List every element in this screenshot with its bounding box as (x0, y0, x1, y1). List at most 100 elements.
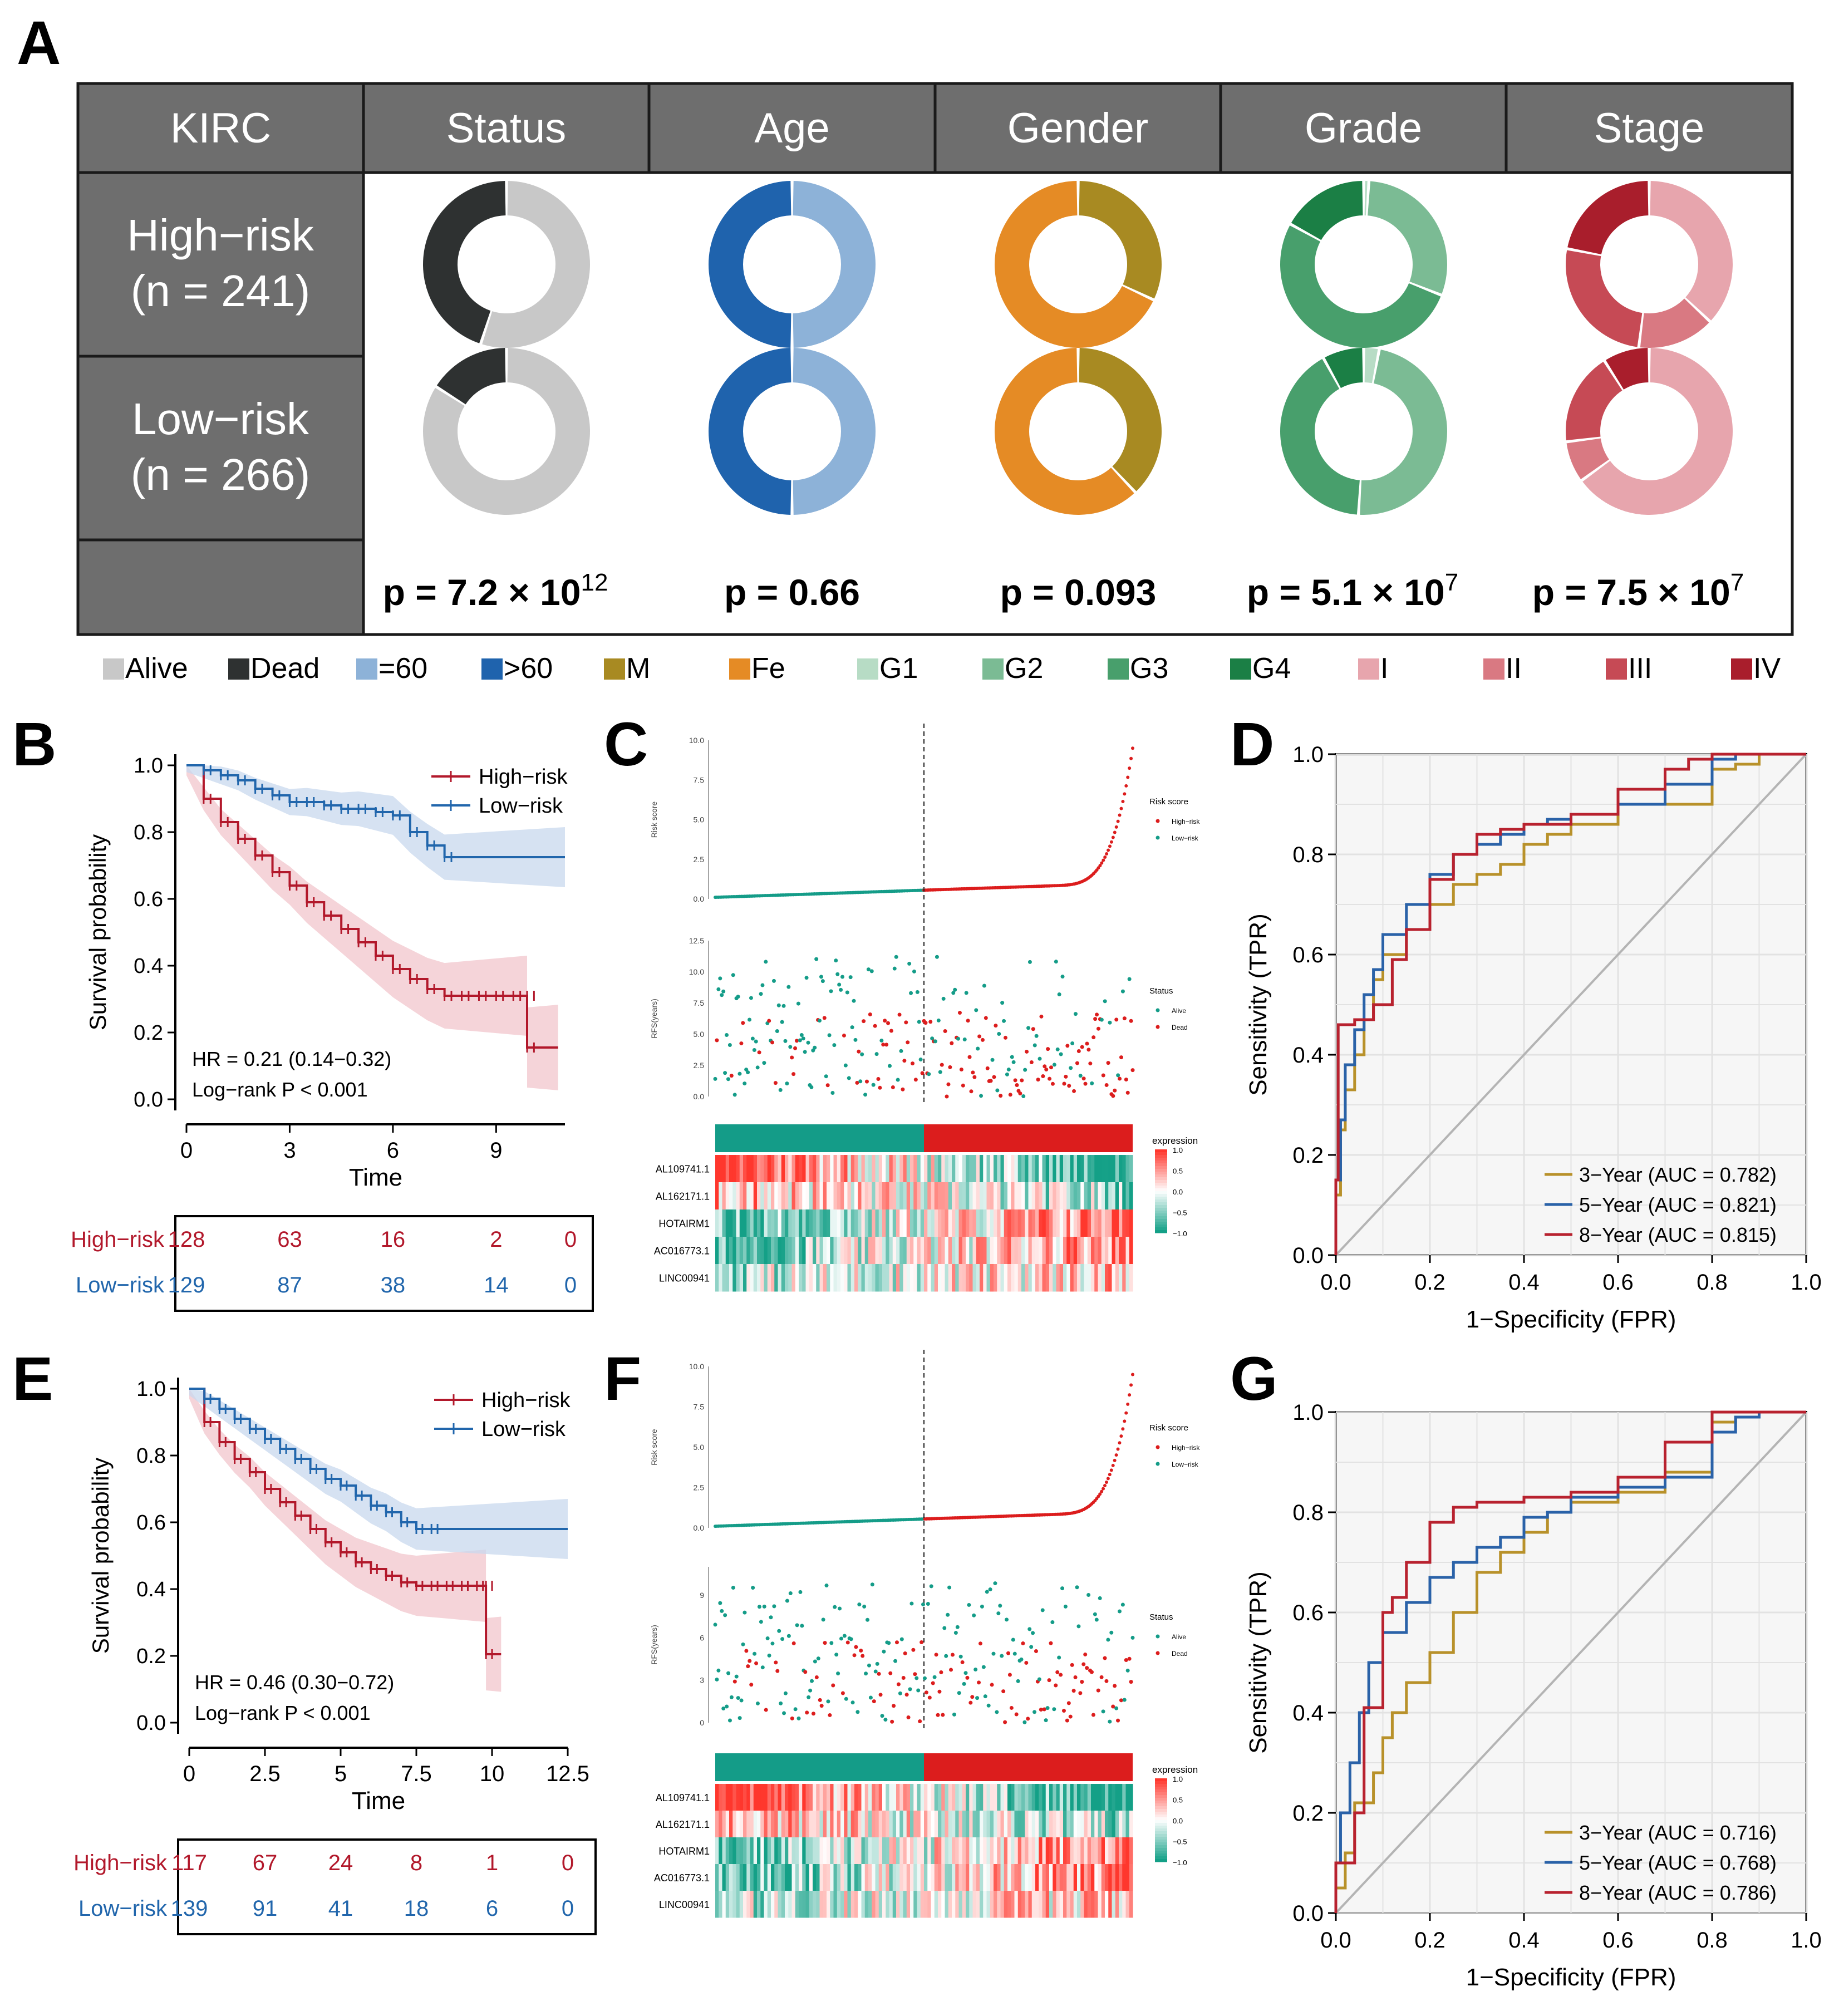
heatmap-cell (781, 1209, 785, 1237)
heatmap-cell (1011, 1264, 1015, 1292)
heatmap-cell (1119, 1209, 1123, 1237)
heatmap-cell (920, 1811, 925, 1838)
header-cell (362, 82, 651, 174)
heatmap-cell (781, 1891, 785, 1918)
rfs-point (978, 1641, 982, 1646)
header-cell (1219, 82, 1508, 174)
heatmap-cell (791, 1237, 796, 1265)
heatmap-cell (1017, 1891, 1022, 1918)
legend-label: High−risk (479, 765, 568, 789)
heatmap-cell (958, 1155, 963, 1183)
rfs-y-tick: 9 (700, 1591, 704, 1600)
x-tick-label: 2.5 (249, 1762, 281, 1786)
heatmap-cell (788, 1864, 793, 1891)
rfs-point (1127, 1656, 1132, 1661)
header-label: KIRC (170, 105, 272, 152)
heatmap-cell (913, 1837, 918, 1865)
heatmap-cell (788, 1837, 793, 1865)
p-value-text: p = 0.093 (1000, 572, 1157, 613)
heatmap-cell (854, 1784, 858, 1811)
heatmap-cell (872, 1182, 876, 1210)
heatmap-cell (791, 1864, 796, 1891)
heatmap-cell (739, 1237, 744, 1265)
row-label: (n = 241) (131, 266, 310, 316)
heatmap-cell (774, 1182, 779, 1210)
legend-dot (1156, 819, 1160, 823)
rfs-point (876, 1076, 881, 1081)
heatmap-cell (1004, 1155, 1008, 1183)
legend-dot (1156, 1651, 1160, 1655)
heatmap-cell (1125, 1864, 1130, 1891)
y-tick-label: 0.6 (134, 888, 163, 911)
heatmap-cell (980, 1837, 984, 1865)
rfs-point (807, 1695, 811, 1699)
heatmap-cell (819, 1784, 824, 1811)
rfs-point (1001, 1689, 1006, 1694)
rfs-point (956, 1036, 961, 1041)
rfs-point (718, 976, 722, 981)
heatmap-cell (1101, 1837, 1105, 1865)
heatmap-cell (1073, 1891, 1078, 1918)
heatmap-cell (757, 1237, 761, 1265)
heatmap-cell (882, 1237, 886, 1265)
donut-slice (1605, 348, 1649, 390)
heatmap-cell (899, 1784, 904, 1811)
rfs-point (771, 979, 776, 983)
rfs-point (873, 1024, 877, 1028)
heatmap-cell (1014, 1182, 1019, 1210)
rfs-point (769, 1615, 773, 1620)
rfs-point (963, 1671, 968, 1675)
heatmap-cell (840, 1864, 844, 1891)
heatmap-cell (1004, 1837, 1008, 1865)
heatmap-cell (986, 1891, 991, 1918)
heatmap-cell (1087, 1209, 1091, 1237)
heatmap-cell (931, 1891, 935, 1918)
heatmap-cell (847, 1237, 852, 1265)
rfs-point (757, 1605, 761, 1609)
heatmap-cell (903, 1209, 907, 1237)
rfs-y-tick: 0.0 (694, 1092, 705, 1101)
legend-label: M (626, 652, 650, 685)
rfs-point (755, 1701, 760, 1705)
heatmap-cell (872, 1784, 876, 1811)
heatmap-cell (1004, 1891, 1008, 1918)
heatmap-cell (1098, 1264, 1102, 1292)
heatmap-cell (1063, 1837, 1067, 1865)
rfs-point (835, 972, 840, 976)
heatmap-cell (861, 1864, 866, 1891)
heatmap-cell (938, 1237, 942, 1265)
heatmap-cell (771, 1182, 775, 1210)
heatmap-cell (910, 1811, 914, 1838)
heatmap-cell (861, 1155, 866, 1183)
legend-swatch (481, 658, 503, 680)
colorbar-cell (1155, 1851, 1167, 1854)
heatmap-cell (1108, 1237, 1113, 1265)
risk-point (1111, 1463, 1115, 1467)
heatmap-cell (990, 1784, 994, 1811)
heatmap-cell (1094, 1864, 1099, 1891)
risk-point (1105, 852, 1109, 855)
heatmap-cell (1035, 1182, 1039, 1210)
heatmap-cell (764, 1811, 768, 1838)
heatmap-cell (850, 1891, 855, 1918)
x-tick-label: 1.0 (1791, 1270, 1822, 1295)
p-value-text: p = 7.5 × 10 (1532, 572, 1730, 613)
heatmap-cell (945, 1891, 949, 1918)
rfs-point (854, 1645, 858, 1649)
heatmap-cell (1028, 1209, 1032, 1237)
heatmap-cell (760, 1811, 765, 1838)
heatmap-cell (827, 1811, 830, 1838)
heatmap-cell (719, 1837, 723, 1865)
heatmap-cell (858, 1864, 862, 1891)
rfs-point (746, 1070, 750, 1075)
header-label: Gender (1007, 105, 1149, 152)
heatmap-cell (952, 1891, 956, 1918)
heatmap-cell (1059, 1264, 1064, 1292)
rfs-point (855, 1080, 859, 1085)
rfs-point (775, 1669, 780, 1673)
x-tick-label: 0.8 (1697, 1928, 1728, 1953)
heatmap-cell (1042, 1864, 1046, 1891)
heatmap-cell (837, 1155, 841, 1183)
heatmap-cell (920, 1837, 925, 1865)
rfs-point (1119, 1055, 1123, 1060)
